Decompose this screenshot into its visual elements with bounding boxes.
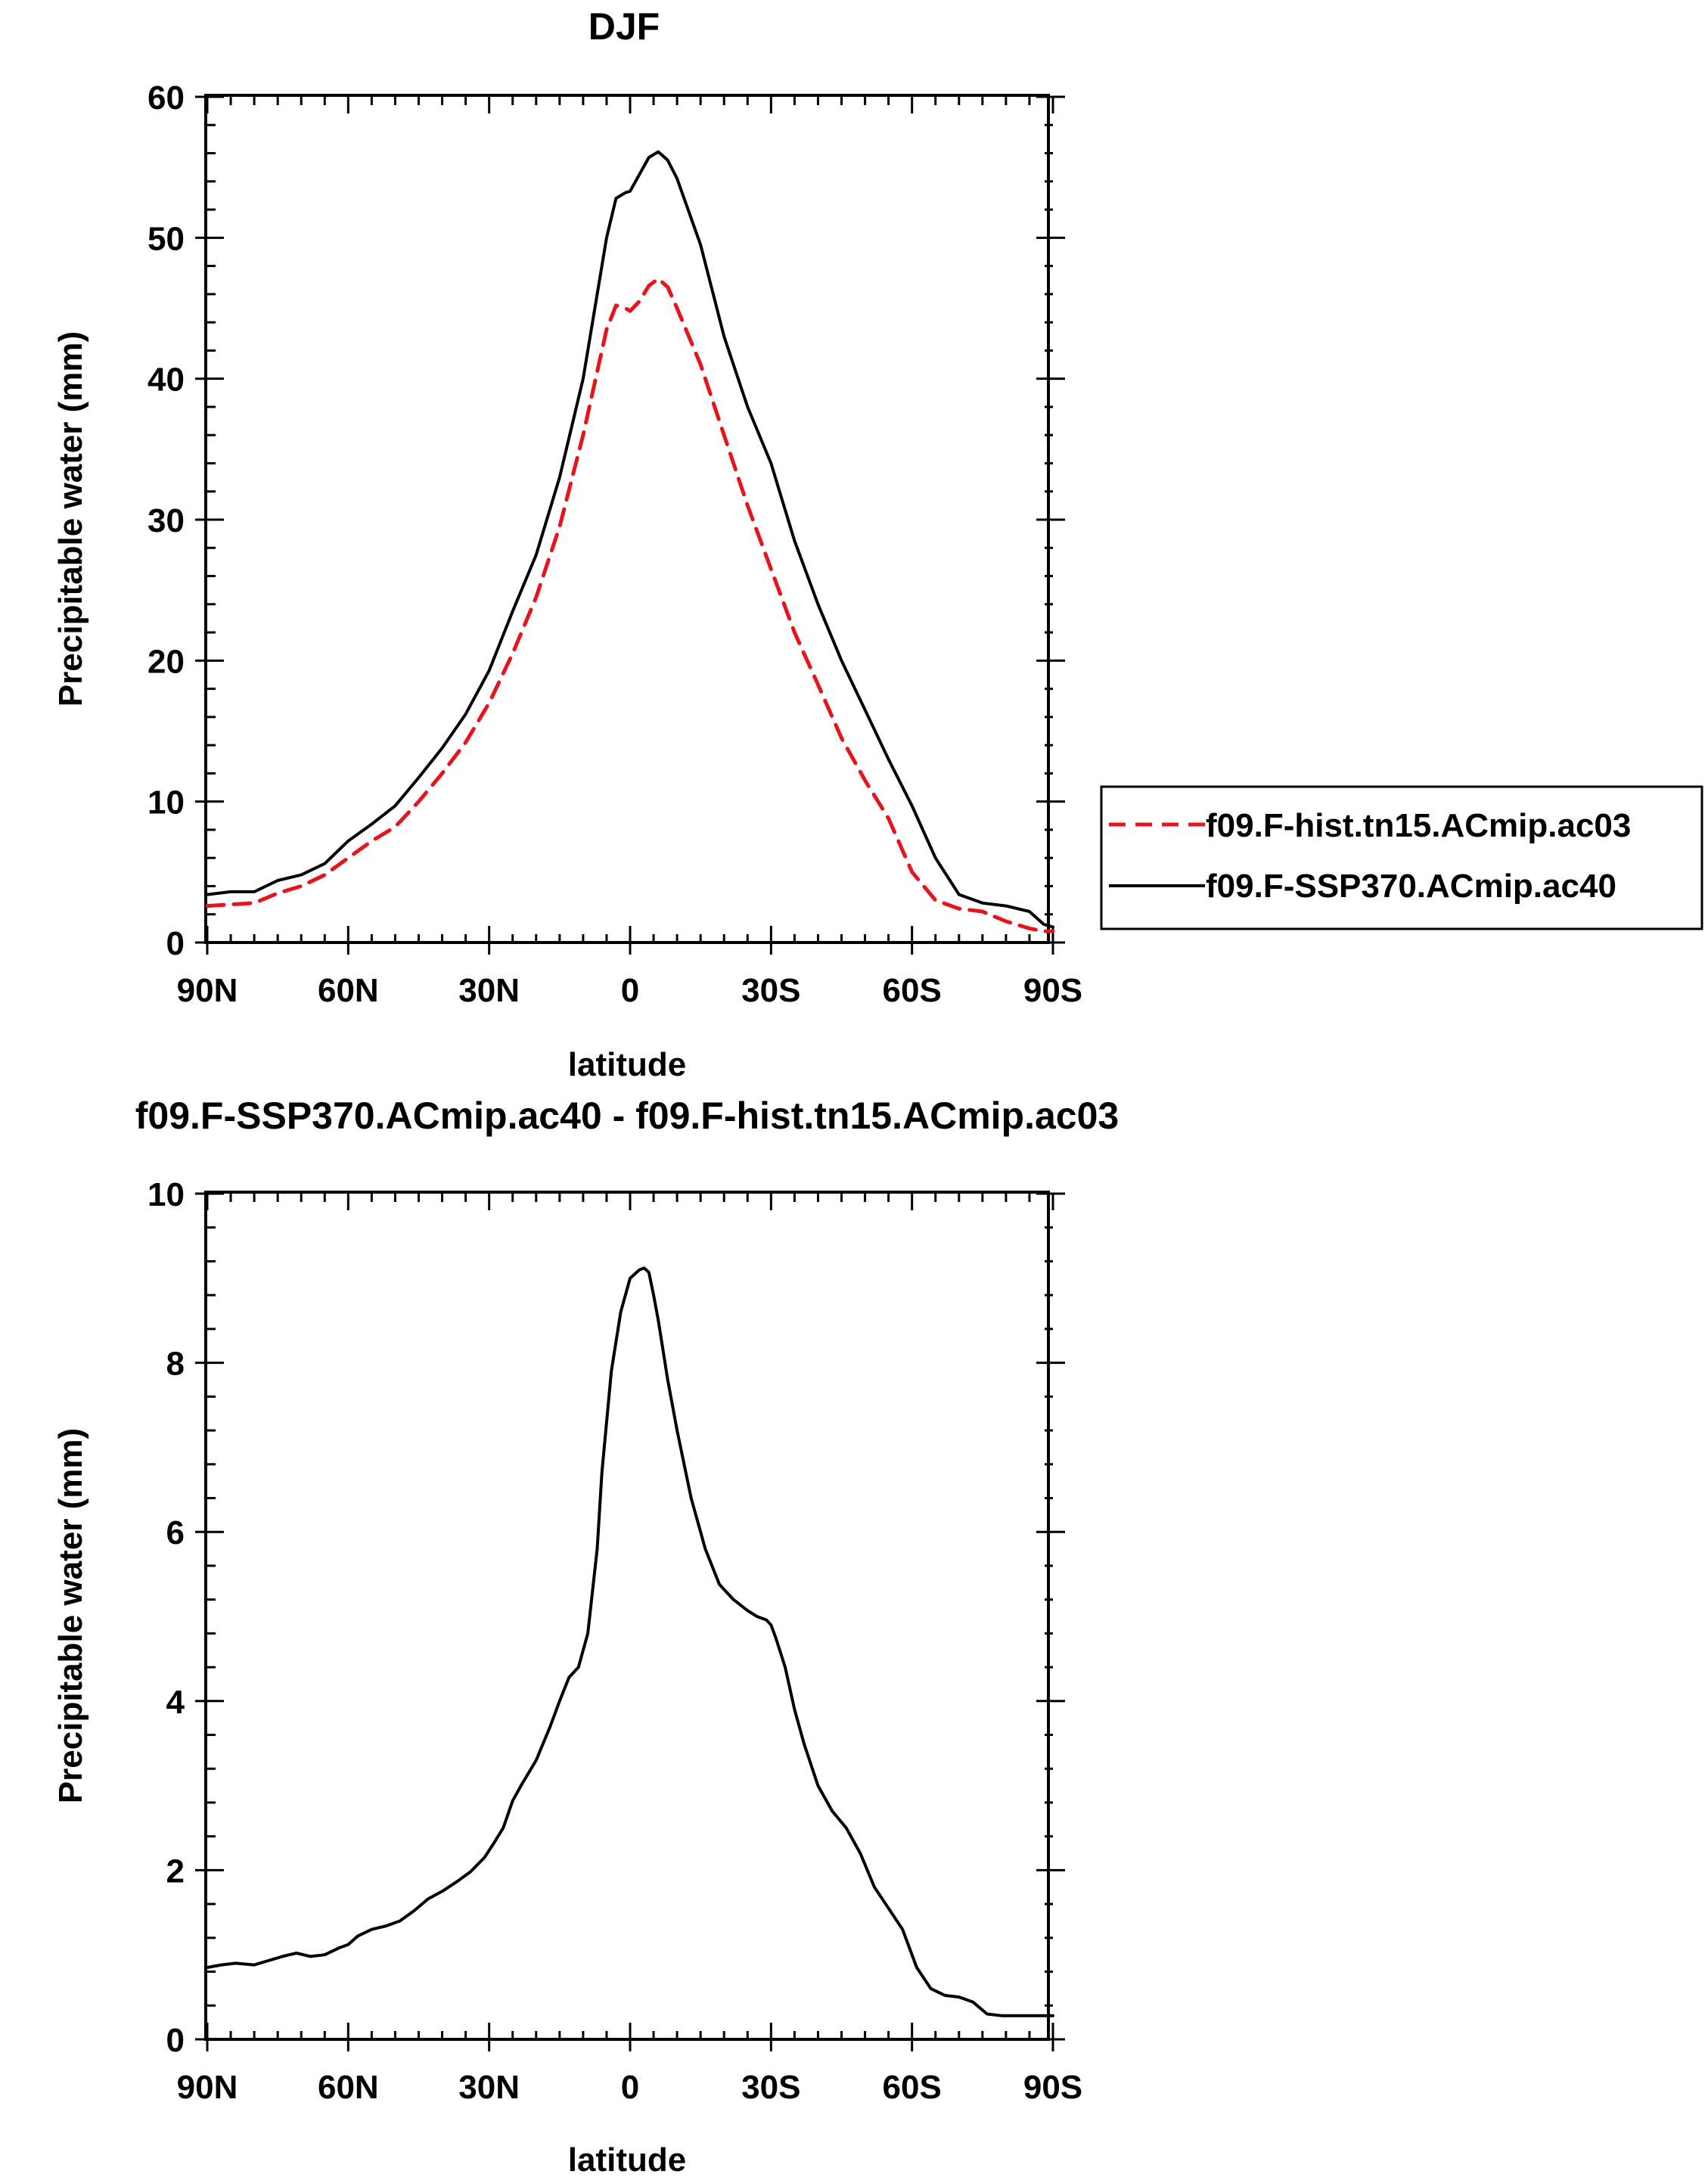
panel-djf: DJF 90N 60N 30N 0 30S 60S 90S 0 10 20 30 40 50 60 la… bbox=[52, 5, 1703, 1083]
panel1-x-tick-label: 30S bbox=[741, 972, 800, 1009]
panel2-y-tick-labels: 0 2 4 6 8 10 bbox=[148, 1176, 185, 2059]
panel1-ticks bbox=[195, 95, 1065, 955]
panel2-x-tick-label: 30N bbox=[458, 2069, 520, 2106]
panel2-y-axis-label: Precipitable water (mm) bbox=[52, 1428, 89, 1803]
panel2-x-axis-label: latitude bbox=[568, 2141, 686, 2177]
legend: f09.F-hist.tn15.ACmip.ac03 f09.F-SSP370.… bbox=[1100, 785, 1703, 930]
panel1-series-1-line bbox=[205, 276, 1055, 933]
panel1-y-tick-label: 10 bbox=[148, 784, 185, 821]
panel1-y-tick-label: 30 bbox=[148, 502, 185, 539]
panel2-y-tick-label: 10 bbox=[148, 1176, 185, 1213]
panel2-ticks bbox=[195, 1192, 1065, 2051]
panel2-y-tick-label: 4 bbox=[166, 1684, 185, 1721]
legend-label-hist: f09.F-hist.tn15.ACmip.ac03 bbox=[1206, 807, 1631, 844]
panel2-series-1-line bbox=[206, 1266, 1054, 2017]
panel2-x-tick-label: 90N bbox=[177, 2069, 238, 2106]
panel2-y-tick-label: 6 bbox=[166, 1514, 185, 1551]
panel2-x-tick-label: 30S bbox=[741, 2069, 800, 2106]
panel1-y-tick-label: 20 bbox=[148, 643, 185, 680]
legend-box bbox=[1100, 785, 1703, 930]
legend-label-ssp370: f09.F-SSP370.ACmip.ac40 bbox=[1206, 868, 1616, 905]
panel2-title: f09.F-SSP370.ACmip.ac40 - f09.F-hist.tn1… bbox=[135, 1095, 1119, 1137]
panel1-y-tick-label: 50 bbox=[148, 220, 185, 257]
panel1-x-axis-label: latitude bbox=[568, 1046, 686, 1083]
panel1-x-tick-label: 90N bbox=[177, 972, 238, 1009]
panel1-x-tick-label: 30N bbox=[458, 972, 520, 1009]
panel1-y-tick-label: 60 bbox=[148, 79, 185, 116]
panel2-lines bbox=[206, 1266, 1054, 2017]
panel1-x-tick-label: 60N bbox=[318, 972, 379, 1009]
panel1-y-tick-label: 0 bbox=[166, 925, 185, 962]
panel2-x-tick-label: 90S bbox=[1023, 2069, 1082, 2106]
panel1-series-2-line bbox=[206, 150, 1054, 929]
panel1-plot-frame bbox=[204, 94, 1050, 944]
panel1-lines bbox=[205, 150, 1055, 933]
panel2-x-tick-label: 0 bbox=[621, 2069, 639, 2106]
panel1-x-tick-label: 0 bbox=[621, 972, 639, 1009]
panel2-x-tick-label: 60N bbox=[318, 2069, 379, 2106]
panel2-y-tick-label: 0 bbox=[166, 2022, 185, 2059]
panel1-title: DJF bbox=[588, 5, 660, 48]
panel-difference: f09.F-SSP370.ACmip.ac40 - f09.F-hist.tn1… bbox=[52, 1095, 1119, 2177]
panel2-x-tick-label: 60S bbox=[883, 2069, 942, 2106]
panel1-x-tick-labels: 90N 60N 30N 0 30S 60S 90S bbox=[177, 972, 1083, 1009]
panel2-x-tick-labels: 90N 60N 30N 0 30S 60S 90S bbox=[177, 2069, 1083, 2106]
panel2-y-tick-label: 8 bbox=[166, 1346, 185, 1383]
panel1-y-tick-labels: 0 10 20 30 40 50 60 bbox=[148, 79, 185, 962]
panel1-y-axis-label: Precipitable water (mm) bbox=[52, 331, 89, 707]
panel1-y-tick-label: 40 bbox=[148, 362, 185, 399]
panel1-x-tick-label: 60S bbox=[883, 972, 942, 1009]
panel1-x-tick-label: 90S bbox=[1023, 972, 1082, 1009]
panel2-plot-frame bbox=[204, 1191, 1050, 2041]
panel2-y-tick-label: 2 bbox=[166, 1852, 185, 1890]
